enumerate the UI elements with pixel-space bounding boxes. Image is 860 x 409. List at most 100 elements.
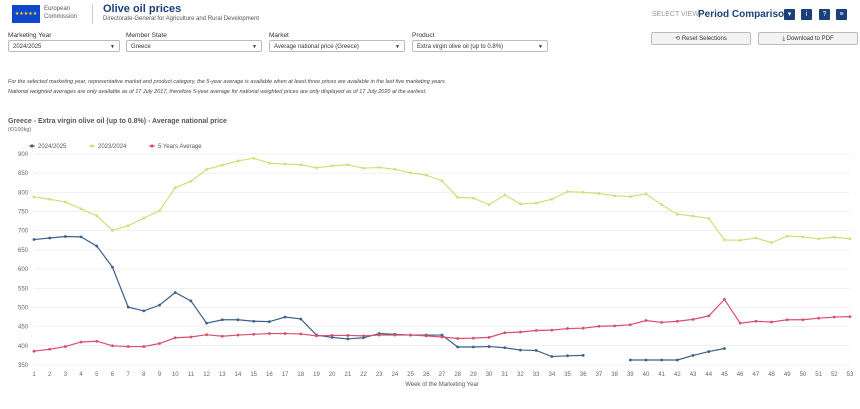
select-view-value[interactable]: Period Comparison [698, 9, 791, 20]
data-point [267, 161, 271, 165]
reset-label: Reset Selections [681, 36, 727, 42]
data-point [189, 335, 193, 339]
app-header: ★★★★★ European Commission Olive oil pric… [0, 0, 860, 28]
data-point [283, 332, 287, 335]
data-point [628, 195, 632, 198]
chevron-down-icon: ▼ [395, 44, 400, 50]
x-tick-label: 53 [847, 372, 854, 378]
x-tick-label: 49 [784, 372, 791, 378]
data-point [503, 193, 507, 197]
x-tick-label: 45 [721, 372, 728, 378]
data-point [189, 299, 193, 303]
data-point [817, 316, 821, 320]
market-value: Average national price (Greece) [274, 44, 359, 50]
data-point [173, 336, 177, 340]
data-point [409, 171, 413, 175]
y-tick-label: 750 [18, 210, 29, 216]
x-tick-label: 52 [831, 372, 838, 378]
y-tick-label: 500 [18, 305, 29, 311]
data-point [283, 162, 287, 166]
data-point [628, 358, 632, 362]
data-point [142, 309, 146, 313]
x-tick-label: 46 [737, 372, 744, 378]
data-point [675, 319, 679, 323]
info-note-1: For the selected marketing year, represe… [8, 79, 447, 85]
member-state-select[interactable]: Greece ▼ [126, 40, 262, 52]
data-point [534, 201, 538, 205]
x-tick-label: 20 [329, 372, 336, 378]
x-tick-label: 32 [517, 372, 524, 378]
menu-icon[interactable]: ≡ [836, 9, 847, 20]
y-tick-label: 650 [18, 248, 29, 254]
data-point [48, 347, 52, 351]
x-axis-label: Week of the Marketing Year [405, 382, 479, 388]
help-icon[interactable]: ? [819, 9, 830, 20]
x-tick-label: 47 [753, 372, 760, 378]
data-point [440, 333, 444, 337]
org-name: European Commission [44, 5, 77, 21]
x-tick-label: 36 [580, 372, 587, 378]
marketing-year-select[interactable]: 2024/2025 ▼ [8, 40, 120, 52]
data-point [754, 319, 758, 323]
data-point [566, 354, 569, 358]
reset-selections-button[interactable]: ⟲ Reset Selections [651, 32, 751, 45]
legend-label: 2024/2025 [38, 144, 67, 150]
market-select[interactable]: Average national price (Greece) ▼ [269, 40, 405, 52]
data-point [487, 203, 491, 207]
download-pdf-button[interactable]: ⤓ Download to PDF [758, 32, 858, 45]
x-tick-label: 17 [282, 372, 289, 378]
y-tick-label: 800 [18, 190, 29, 196]
data-point [801, 318, 805, 322]
data-point [723, 347, 726, 350]
data-point [362, 166, 365, 170]
product-select[interactable]: Extra virgin olive oil (up to 0.8%) ▼ [412, 40, 548, 52]
data-point [691, 317, 695, 321]
data-point [503, 346, 507, 350]
data-point [205, 333, 209, 337]
data-point [220, 334, 224, 338]
data-point [142, 345, 146, 348]
y-tick-label: 350 [18, 363, 29, 369]
chart-unit: (€/100kg) [8, 127, 32, 133]
data-point [456, 345, 460, 349]
y-tick-label: 850 [18, 171, 29, 177]
data-point [236, 159, 240, 163]
data-point [440, 179, 444, 183]
y-tick-label: 450 [18, 325, 29, 331]
data-point [330, 335, 334, 339]
x-tick-label: 43 [690, 372, 697, 378]
data-point [63, 345, 67, 348]
data-point [32, 349, 36, 353]
x-tick-label: 31 [501, 372, 508, 378]
data-point [848, 237, 852, 241]
data-point [79, 340, 83, 344]
data-point [205, 167, 209, 171]
data-point [189, 179, 193, 183]
x-tick-label: 38 [611, 372, 618, 378]
x-tick-label: 39 [627, 372, 634, 378]
data-point [299, 163, 303, 167]
chevron-down-icon[interactable]: ▾ [784, 9, 795, 20]
data-point [111, 265, 114, 269]
data-point [315, 166, 318, 170]
data-point [519, 348, 522, 352]
data-point [409, 333, 413, 337]
y-tick-label: 400 [18, 344, 29, 350]
x-tick-label: 8 [142, 372, 146, 378]
x-tick-label: 2 [48, 372, 52, 378]
chevron-down-icon: ▼ [538, 44, 543, 50]
data-point [613, 194, 617, 198]
data-point [487, 335, 491, 339]
select-view-label: SELECT VIEW: [652, 11, 701, 18]
x-tick-label: 23 [376, 372, 383, 378]
data-point [581, 326, 585, 330]
legend-label: 2023/2024 [98, 144, 127, 150]
y-tick-label: 600 [18, 267, 29, 273]
data-point [63, 235, 67, 238]
data-point [785, 318, 789, 322]
info-icon[interactable]: i [801, 9, 812, 20]
data-point [691, 354, 695, 357]
data-point [267, 332, 271, 335]
data-point [236, 318, 240, 322]
data-point [346, 163, 350, 167]
